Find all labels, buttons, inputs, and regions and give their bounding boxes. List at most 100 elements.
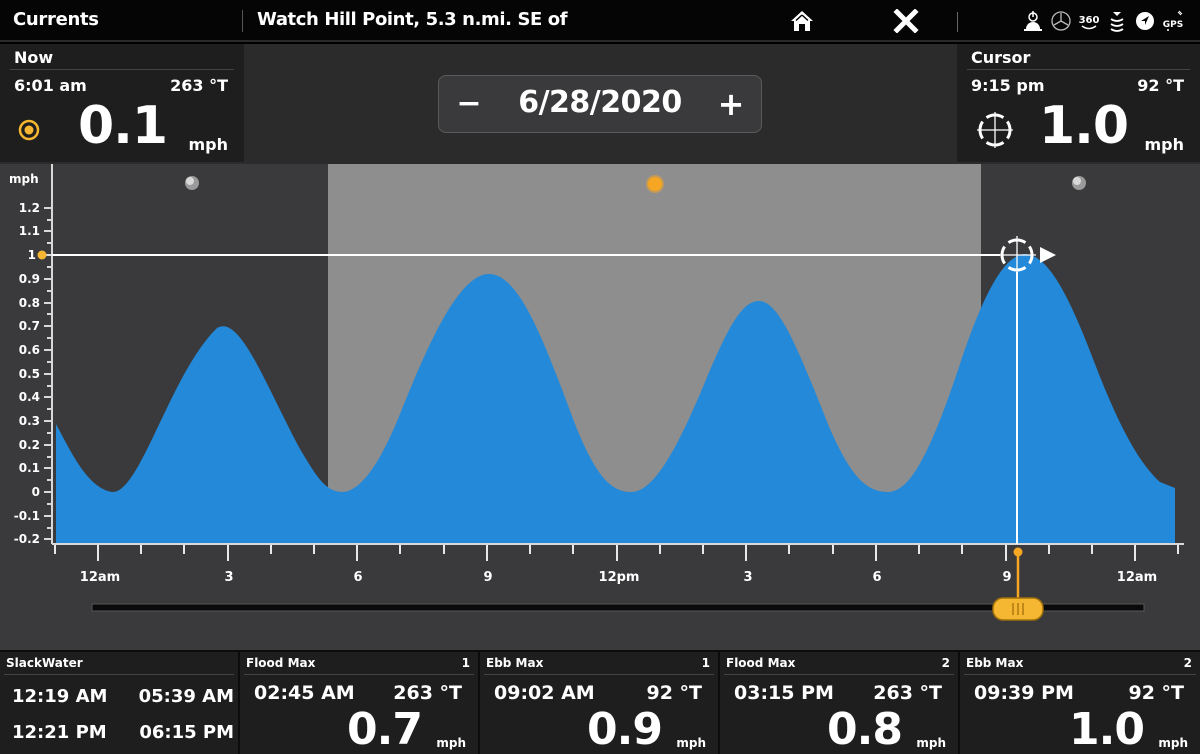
time-slider-track	[91, 603, 1145, 612]
y-tick-label: 1	[27, 248, 36, 262]
now-time: 6:01 am	[14, 76, 87, 95]
current-area	[56, 254, 1175, 543]
slack-time: 05:39 AM	[138, 686, 234, 707]
y-tick-label: 0.1	[18, 461, 40, 475]
cursor-title: Cursor	[971, 48, 1031, 67]
now-speed-unit: mph	[188, 135, 228, 154]
x-tick-label: 3	[743, 570, 753, 585]
divider	[724, 674, 954, 675]
event-direction: 92 °T	[1128, 682, 1184, 704]
now-panel: Now 6:01 am 263 °T 0.1 mph	[0, 44, 244, 162]
ebb-max-1-tile[interactable]: Ebb Max 1 09:02 AM 92 °T 0.9 mph	[480, 652, 718, 754]
event-direction: 92 °T	[646, 682, 702, 704]
tile-title: Ebb Max	[966, 656, 1024, 670]
navigation-icon[interactable]	[1134, 9, 1156, 33]
divider	[10, 69, 234, 70]
home-icon	[791, 11, 813, 31]
divider	[244, 674, 474, 675]
location-title: Watch Hill Point, 5.3 n.mi. SE of	[257, 9, 568, 30]
radar-power-icon[interactable]	[1022, 9, 1044, 33]
event-unit: mph	[916, 736, 946, 750]
y-tick-label: -0.2	[13, 532, 40, 546]
event-direction: 263 °T	[393, 682, 462, 704]
cursor-time: 9:15 pm	[971, 76, 1045, 95]
y-tick-label: 0.5	[18, 367, 40, 381]
y-axis-unit: mph	[9, 172, 39, 186]
x-tick-label: 12am	[79, 570, 121, 585]
slack-time: 06:15 PM	[139, 722, 234, 743]
tile-title: SlackWater	[6, 656, 83, 670]
divider	[484, 674, 714, 675]
moonset-icon	[1072, 176, 1086, 190]
event-time: 09:39 PM	[974, 682, 1074, 704]
y-tick-label: 0.6	[18, 343, 40, 357]
divider	[957, 12, 958, 32]
divider	[967, 69, 1190, 70]
x-tick-label: 6	[353, 570, 363, 585]
current-graph[interactable]	[0, 164, 1200, 650]
ebb-max-2-tile[interactable]: Ebb Max 2 09:39 PM 92 °T 1.0 mph	[960, 652, 1200, 754]
now-direction: 263 °T	[170, 76, 228, 95]
event-unit: mph	[1158, 736, 1188, 750]
x-tick-label: 9	[483, 570, 493, 585]
current-chart[interactable]: mph 1.2 1.1 1 0.9 0.8 0.7 0.6 0.5 0.4 0.…	[0, 164, 1200, 650]
tile-index: 2	[941, 656, 950, 670]
sonar-icon[interactable]	[1106, 9, 1128, 33]
y-tick-label: 1.2	[18, 201, 40, 215]
event-time: 09:02 AM	[494, 682, 595, 704]
event-speed: 1.0	[1069, 704, 1145, 754]
chart-plotter-icon[interactable]	[1050, 9, 1072, 33]
x-tick-label: 9	[1002, 570, 1012, 585]
time-slider-handle	[992, 597, 1044, 621]
x-tick-label: 3	[224, 570, 234, 585]
y-tick-label: -0.1	[13, 509, 40, 523]
y-tick-label: 0.8	[18, 296, 40, 310]
divider	[964, 674, 1196, 675]
status-icon-tray: 360 GPS	[1022, 8, 1184, 34]
moonrise-icon	[185, 176, 199, 190]
close-icon	[893, 8, 919, 34]
event-speed: 0.8	[827, 704, 903, 754]
y-tick-label: 1.1	[18, 224, 40, 238]
cursor-crosshair-icon	[998, 236, 1056, 274]
home-button[interactable]	[789, 9, 815, 33]
slack-water-tile[interactable]: SlackWater 12:19 AM 05:39 AM 12:21 PM 06…	[0, 652, 238, 754]
y-tick-label: 0.9	[18, 272, 40, 286]
event-speed: 0.7	[347, 704, 423, 754]
previous-date-button[interactable]: −	[456, 86, 482, 121]
event-direction: 263 °T	[873, 682, 942, 704]
360-sonar-icon[interactable]: 360	[1078, 9, 1100, 33]
flood-max-1-tile[interactable]: Flood Max 1 02:45 AM 263 °T 0.7 mph	[240, 652, 478, 754]
event-speed: 0.9	[587, 704, 663, 754]
now-speed-value: 0.1	[78, 96, 168, 156]
next-date-button[interactable]: +	[717, 85, 745, 123]
now-title: Now	[14, 48, 54, 67]
event-unit: mph	[676, 736, 706, 750]
slack-time: 12:19 AM	[12, 686, 108, 707]
date-selector: − 6/28/2020 +	[438, 75, 762, 133]
current-date: 6/28/2020	[518, 85, 682, 120]
app-title: Currents	[13, 9, 99, 30]
tile-index: 2	[1183, 656, 1192, 670]
tide-events-bar: SlackWater 12:19 AM 05:39 AM 12:21 PM 06…	[0, 650, 1200, 754]
y-tick-label: 0.3	[18, 414, 40, 428]
divider	[4, 674, 234, 675]
cursor-y-marker	[37, 250, 47, 260]
tile-index: 1	[461, 656, 470, 670]
y-tick-label: 0.7	[18, 319, 40, 333]
x-tick-label: 6	[872, 570, 882, 585]
tile-title: Ebb Max	[486, 656, 544, 670]
y-tick-label: 0	[31, 485, 40, 499]
svg-text:360: 360	[1079, 15, 1100, 26]
slack-target-icon	[18, 119, 40, 141]
gps-icon[interactable]: GPS	[1162, 9, 1184, 33]
header-area: Now 6:01 am 263 °T 0.1 mph − 6/28/2020 +…	[0, 44, 1200, 164]
event-time: 03:15 PM	[734, 682, 834, 704]
event-time: 02:45 AM	[254, 682, 355, 704]
cursor-speed-value: 1.0	[1039, 96, 1129, 156]
x-tick-label: 12am	[1116, 570, 1158, 585]
x-tick-label: 12pm	[598, 570, 640, 585]
flood-max-2-tile[interactable]: Flood Max 2 03:15 PM 263 °T 0.8 mph	[720, 652, 958, 754]
tile-index: 1	[701, 656, 710, 670]
close-button[interactable]	[893, 8, 919, 34]
